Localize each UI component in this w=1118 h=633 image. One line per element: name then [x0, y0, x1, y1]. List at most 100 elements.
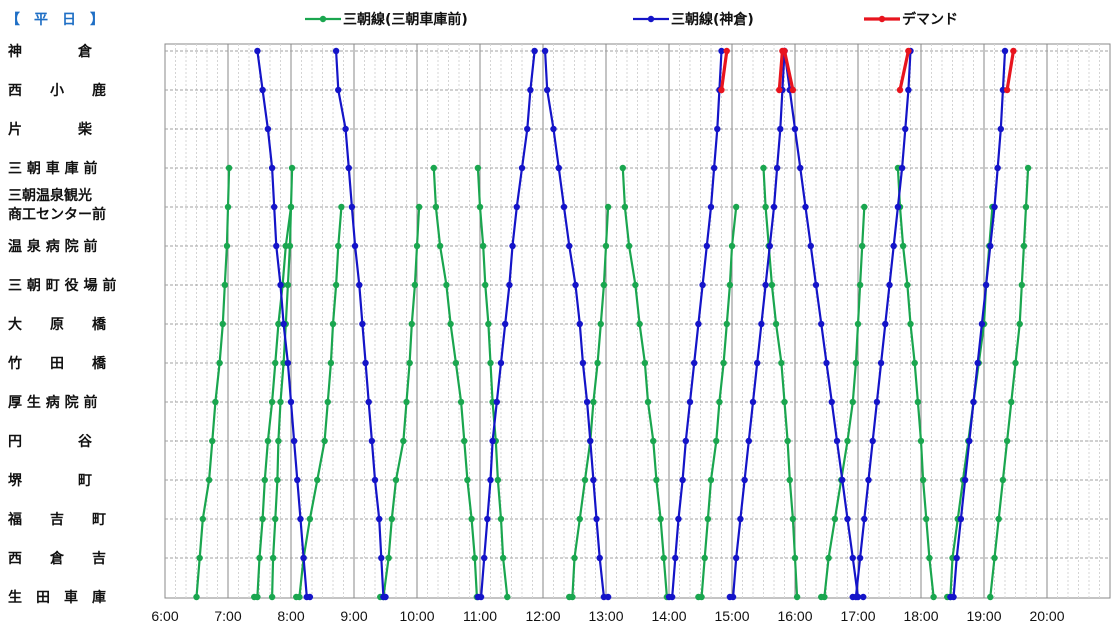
trip-point: [280, 320, 287, 328]
trip-point: [348, 203, 356, 211]
trip-point: [482, 281, 489, 289]
trip-point: [335, 86, 342, 94]
trip-point: [741, 476, 748, 484]
trip-point: [899, 242, 907, 250]
trip-point: [368, 437, 376, 445]
trip-point: [793, 593, 801, 601]
trip-point: [284, 281, 292, 289]
x-tick-label: 17:00: [840, 608, 875, 624]
trip-point: [487, 476, 494, 484]
trip-point: [733, 554, 740, 562]
trip-point: [807, 242, 814, 250]
trip-point: [489, 437, 496, 445]
trip-point: [791, 554, 799, 562]
trip-point: [572, 281, 579, 289]
trip-point: [1012, 359, 1019, 367]
trip-point: [825, 554, 832, 562]
trip-point: [513, 203, 520, 211]
stop-label: 円 谷: [8, 434, 93, 450]
trip-point: [587, 437, 594, 445]
legend-label: デマンド: [902, 11, 958, 28]
trip-point: [277, 281, 284, 289]
trip-point: [923, 515, 930, 523]
trip-point: [327, 359, 335, 367]
trip-point: [378, 554, 385, 562]
trip-point: [432, 203, 440, 211]
trip-point: [596, 554, 603, 562]
trip-point: [896, 86, 904, 94]
trip-point: [911, 359, 918, 367]
trip-point: [789, 86, 797, 94]
trip-point: [275, 320, 282, 328]
trip-point: [776, 86, 783, 94]
trip-point: [781, 398, 788, 406]
trip-point: [560, 203, 568, 211]
trip-point: [254, 47, 261, 55]
trip-point: [212, 398, 219, 406]
trip-point: [400, 437, 407, 445]
trip-point: [594, 359, 601, 367]
trip-point: [602, 242, 610, 250]
stop-label: 三 朝 車 庫 前: [8, 160, 98, 177]
trip-point: [264, 125, 272, 133]
trip-point: [555, 164, 562, 172]
trip-point: [831, 515, 839, 523]
trip-point: [905, 86, 912, 94]
trip-line: [256, 50, 310, 599]
trip-point: [718, 86, 725, 94]
trip-line: [621, 167, 668, 598]
trip-point: [225, 164, 233, 172]
trip-point: [321, 437, 328, 445]
trip-point: [288, 164, 296, 172]
trip-point: [644, 398, 652, 406]
trip-point: [686, 398, 694, 406]
trip-point: [625, 242, 633, 250]
trip-point: [274, 476, 281, 484]
trip-point: [569, 593, 576, 601]
trip-point: [861, 515, 868, 523]
trip-point: [894, 203, 902, 211]
stop-label: 大 原 橋: [8, 316, 107, 333]
trip-point: [461, 437, 468, 445]
trip-point: [499, 554, 507, 562]
trip-point: [710, 164, 718, 172]
trip-point: [772, 320, 780, 328]
trip-point: [791, 125, 799, 133]
trip-point: [314, 476, 321, 484]
trip-point: [716, 398, 723, 406]
trip-point: [821, 593, 828, 601]
trip-point: [268, 164, 276, 172]
trip-point: [297, 515, 304, 523]
trip-point: [287, 203, 295, 211]
trip-point: [484, 515, 491, 523]
trip-line: [821, 206, 866, 599]
trip-point: [382, 593, 389, 601]
stop-label: 西 小 鹿: [8, 82, 106, 99]
trip-point: [221, 281, 229, 289]
trip-point: [773, 164, 781, 172]
trip-point: [518, 164, 526, 172]
trip-line: [989, 167, 1030, 598]
trip-point: [966, 437, 973, 445]
trip-point: [781, 47, 788, 55]
trip-point: [723, 320, 730, 328]
trip-point: [723, 47, 730, 55]
trip-point: [714, 125, 721, 133]
trip-point: [286, 242, 294, 250]
stop-label: 片 柴: [8, 121, 93, 138]
trip-point: [856, 554, 864, 562]
trip-point: [436, 242, 444, 250]
trip-point: [365, 398, 372, 406]
trip-point: [356, 281, 363, 289]
x-tick-label: 14:00: [651, 608, 686, 624]
trip-point: [430, 164, 437, 172]
chart-grid: [164, 43, 1111, 599]
trip-point: [479, 242, 487, 250]
trip-point: [224, 203, 232, 211]
trip-point: [193, 593, 200, 601]
trip-point: [284, 359, 292, 367]
trip-point: [576, 320, 583, 328]
legend-marker: [647, 15, 655, 23]
x-tick-label: 11:00: [463, 608, 497, 624]
